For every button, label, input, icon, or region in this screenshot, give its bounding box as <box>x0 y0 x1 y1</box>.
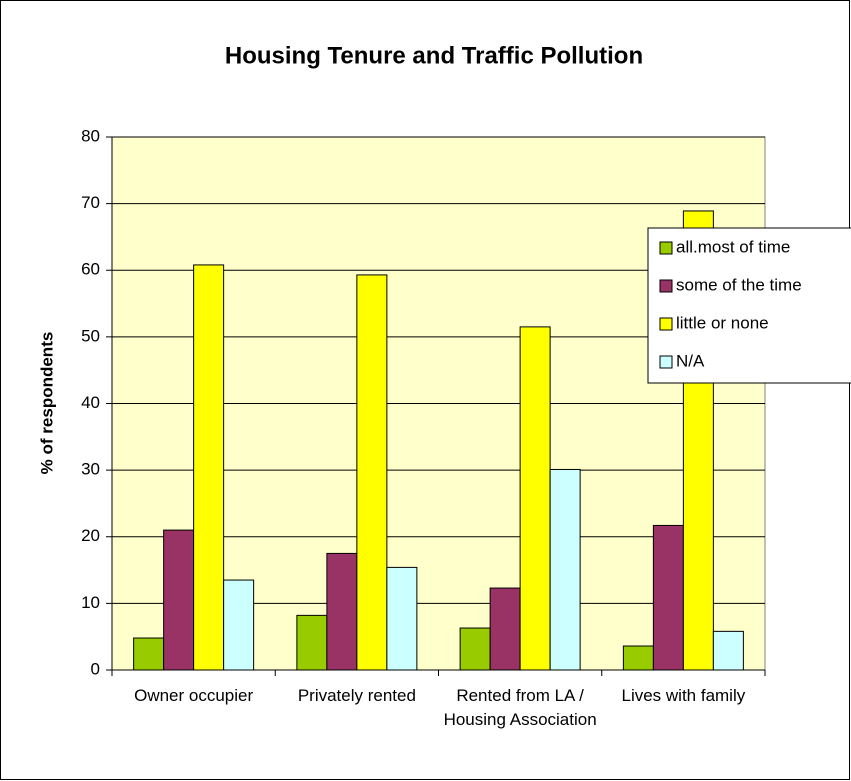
legend-label: little or none <box>676 313 769 332</box>
y-tick-label: 80 <box>81 126 100 145</box>
x-tick-label: Owner occupier <box>134 686 254 705</box>
bar <box>193 264 225 671</box>
bar <box>712 630 744 671</box>
bar <box>326 552 358 671</box>
bar <box>133 637 165 671</box>
bar <box>163 529 195 671</box>
bar <box>652 524 684 671</box>
legend-swatch <box>659 317 673 331</box>
y-tick-label: 20 <box>81 526 100 545</box>
bar <box>356 274 388 671</box>
y-tick-label: 40 <box>81 393 100 412</box>
bar <box>459 627 491 671</box>
bar <box>296 614 328 671</box>
bar <box>489 587 521 671</box>
legend-label: some of the time <box>676 275 802 294</box>
bar <box>386 566 418 671</box>
y-tick-label: 10 <box>81 593 100 612</box>
x-tick-label: Privately rented <box>297 686 416 705</box>
legend-box <box>647 227 851 384</box>
bar <box>519 326 551 671</box>
legend-label: all.most of time <box>676 237 790 256</box>
bar <box>622 645 654 671</box>
legend-swatch <box>659 279 673 293</box>
y-axis-title: % of respondents <box>37 332 56 475</box>
x-tick-label: Lives with family <box>621 686 746 705</box>
y-tick-label: 0 <box>91 659 100 678</box>
y-tick-label: 70 <box>81 193 100 212</box>
legend-swatch <box>659 241 673 255</box>
x-tick-label: Rented from LA / Housing Association <box>443 686 597 729</box>
y-tick-label: 50 <box>81 326 100 345</box>
y-tick-label: 60 <box>81 260 100 279</box>
legend-label: N/A <box>676 351 705 370</box>
bar <box>549 468 581 671</box>
bar <box>223 579 255 671</box>
y-tick-label: 30 <box>81 460 100 479</box>
legend-swatch <box>659 355 673 369</box>
chart-title: Housing Tenure and Traffic Pollution <box>225 42 643 69</box>
